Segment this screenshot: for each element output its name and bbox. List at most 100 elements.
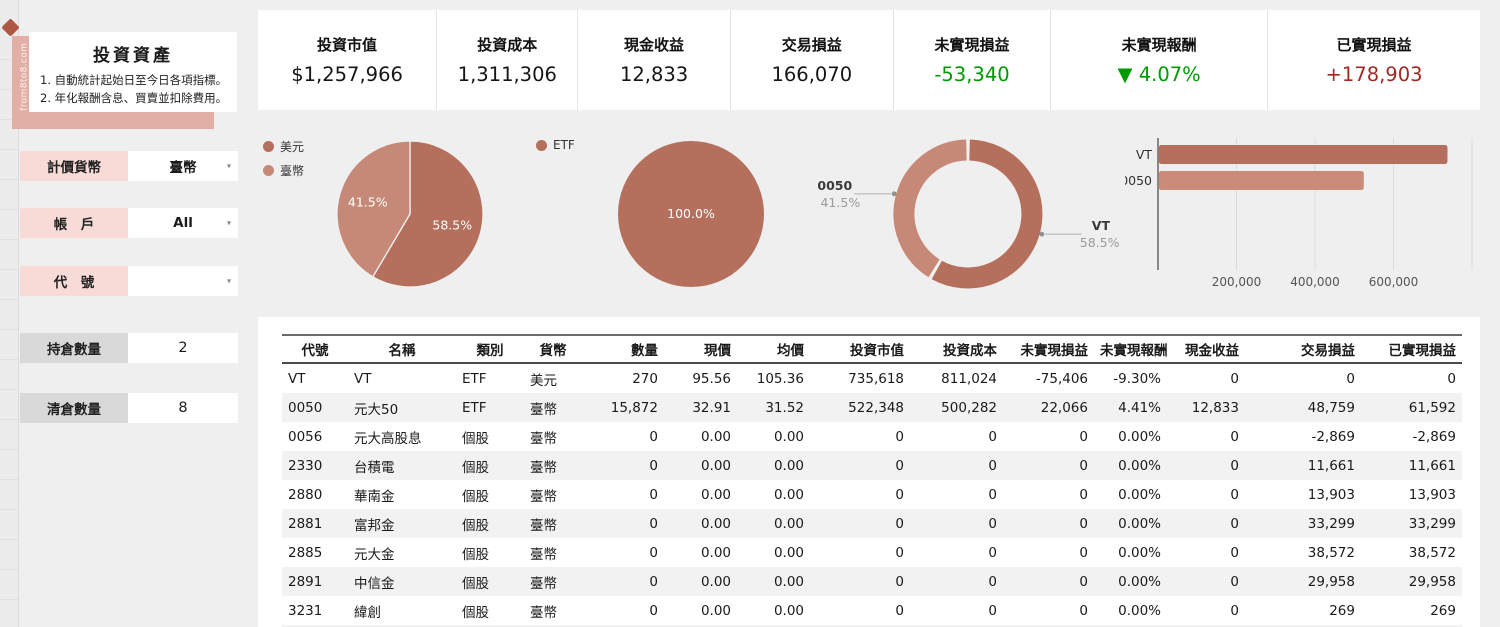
- table-cell: 0.00: [773, 544, 804, 561]
- table-cell: 3231: [288, 602, 323, 619]
- kpi-label: 未實現報酬: [1121, 36, 1197, 54]
- category-pie-chart: 100.0%: [618, 141, 764, 287]
- table-cell: 臺幣: [530, 604, 557, 621]
- table-cell: 0: [895, 602, 904, 619]
- kpi-item: 未實現報酬 ▼ 4.07%: [1050, 10, 1267, 110]
- table-cell: 32.91: [692, 399, 731, 416]
- table-cell: 33,299: [1408, 515, 1456, 532]
- table-row-partial: [282, 625, 1462, 627]
- table-header-cell: 已實現損益: [1361, 334, 1462, 364]
- filter-currency: 計價貨幣 臺幣 ▾: [20, 151, 238, 181]
- filter-symbol: 代 號 ▾: [20, 266, 238, 296]
- table-cell: 38,572: [1408, 544, 1456, 561]
- axis-tick-label: 200,000: [1212, 275, 1262, 289]
- table-cell: 522,348: [848, 399, 904, 416]
- table-cell: 臺幣: [530, 517, 557, 534]
- table-cell: 12,833: [1191, 399, 1239, 416]
- filter-symbol-dropdown[interactable]: ▾: [128, 266, 238, 296]
- filter-account: 帳 戶 All ▾: [20, 208, 238, 238]
- table-row: 0050 元大50 ETF 臺幣 15,872 32.91 31.52 522,348 500,…: [282, 393, 1462, 422]
- legend-item: ETF: [536, 138, 575, 152]
- table-cell: 0: [895, 457, 904, 474]
- table-cell: 台積電: [354, 459, 395, 476]
- table-header-row: 代號 名稱 類別 貨幣 數量 現價 均價 投資市值 投資成本 未實現損益 未實現報酬 現金收益 交易損益…: [282, 334, 1462, 364]
- table-cell: 31.52: [765, 399, 804, 416]
- table-cell: 中信金: [354, 575, 395, 592]
- table-cell: 元大高股息: [354, 430, 422, 447]
- table-cell: 0.00: [700, 515, 731, 532]
- legend-label: ETF: [553, 138, 575, 152]
- kpi-label: 現金收益: [624, 36, 685, 54]
- chevron-down-icon: ▾: [226, 161, 231, 171]
- table-cell: VT: [354, 370, 372, 387]
- table-cell: 0.00: [700, 428, 731, 445]
- table-cell: 29,958: [1307, 573, 1355, 590]
- table-cell: 臺幣: [530, 459, 557, 476]
- kpi-item: 現金收益 12,833: [577, 10, 729, 110]
- pie-slice: [336, 140, 411, 278]
- table-cell: 2330: [288, 457, 323, 474]
- table-cell: 735,618: [848, 370, 904, 387]
- bar: [1158, 145, 1448, 164]
- table-cell: 33,299: [1307, 515, 1355, 532]
- table-cell: 0.00: [700, 544, 731, 561]
- filter-account-dropdown[interactable]: All ▾: [128, 208, 238, 238]
- table-cell: 0: [1230, 602, 1239, 619]
- kpi-value: ▼ 4.07%: [1117, 63, 1201, 86]
- bar: [1158, 171, 1364, 190]
- table-header-cell: 類別: [456, 334, 524, 364]
- table-cell: -9.30%: [1113, 370, 1161, 387]
- chevron-down-icon: ▾: [226, 276, 231, 286]
- table-header-cell: 投資成本: [910, 334, 1003, 364]
- bar-category-label: VT: [1136, 147, 1153, 162]
- legend-dot-icon: [263, 165, 274, 176]
- table-cell: 0: [1447, 370, 1456, 387]
- table-cell: 0056: [288, 428, 323, 445]
- table-cell: 0: [988, 457, 997, 474]
- table-cell: 個股: [462, 430, 489, 447]
- table-cell: 0: [649, 486, 658, 503]
- table-cell: 臺幣: [530, 575, 557, 592]
- table-cell: 0.00%: [1118, 573, 1161, 590]
- table-header-cell: 未實現報酬: [1094, 334, 1167, 364]
- note-line: 2. 年化報酬含息、買賣並扣除費用。: [40, 90, 228, 105]
- table-cell: 富邦金: [354, 517, 395, 534]
- table-cell: 0: [1079, 515, 1088, 532]
- table-cell: 4.41%: [1118, 399, 1161, 416]
- table-cell: 0: [988, 486, 997, 503]
- table-cell: 0: [649, 457, 658, 474]
- table-header-cell: 交易損益: [1245, 334, 1361, 364]
- table-cell: 0.00: [773, 486, 804, 503]
- table-row: 2880 華南金 個股 臺幣 0 0.00 0.00 0 0 0 0.00% 0 13,903 13,90…: [282, 480, 1462, 509]
- legend-label: 美元: [280, 140, 305, 154]
- table-cell: 華南金: [354, 488, 395, 505]
- kpi-label: 已實現損益: [1336, 36, 1412, 54]
- currency-pie-chart: 58.5% 41.5%: [336, 140, 484, 288]
- table-header-cell: 未實現損益: [1003, 334, 1094, 364]
- table-header-cell: 投資市值: [810, 334, 910, 364]
- legend-dot-icon: [263, 141, 274, 152]
- table-cell: 0.00%: [1118, 486, 1161, 503]
- kpi-value: +178,903: [1325, 63, 1423, 86]
- table-cell: 0.00: [773, 573, 804, 590]
- pie-slice: [371, 140, 484, 288]
- table-cell: 0: [1079, 428, 1088, 445]
- filter-currency-label: 計價貨幣: [20, 151, 128, 181]
- kpi-value: $1,257,966: [291, 63, 403, 86]
- table-cell: 22,066: [1040, 399, 1088, 416]
- table-cell: 0.00: [700, 573, 731, 590]
- kpi-label: 投資市值: [317, 36, 378, 54]
- filter-currency-dropdown[interactable]: 臺幣 ▾: [128, 151, 238, 181]
- axis-tick-label: 600,000: [1369, 275, 1419, 289]
- table-cell: 0050: [288, 399, 323, 416]
- stat-closed-positions-value: 8: [128, 393, 238, 423]
- pie-slice-label: 100.0%: [667, 206, 715, 221]
- title-accent-bar: [12, 112, 214, 129]
- table-cell: -2,869: [1412, 428, 1456, 445]
- kpi-label: 未實現損益: [934, 36, 1010, 54]
- filter-account-label: 帳 戶: [20, 208, 128, 238]
- pie-slice-label: 41.5%: [348, 194, 388, 209]
- note-line: 1. 自動統計起始日至今日各項指標。: [40, 73, 228, 87]
- table-cell: 0.00%: [1118, 602, 1161, 619]
- table-cell: VT: [288, 370, 306, 387]
